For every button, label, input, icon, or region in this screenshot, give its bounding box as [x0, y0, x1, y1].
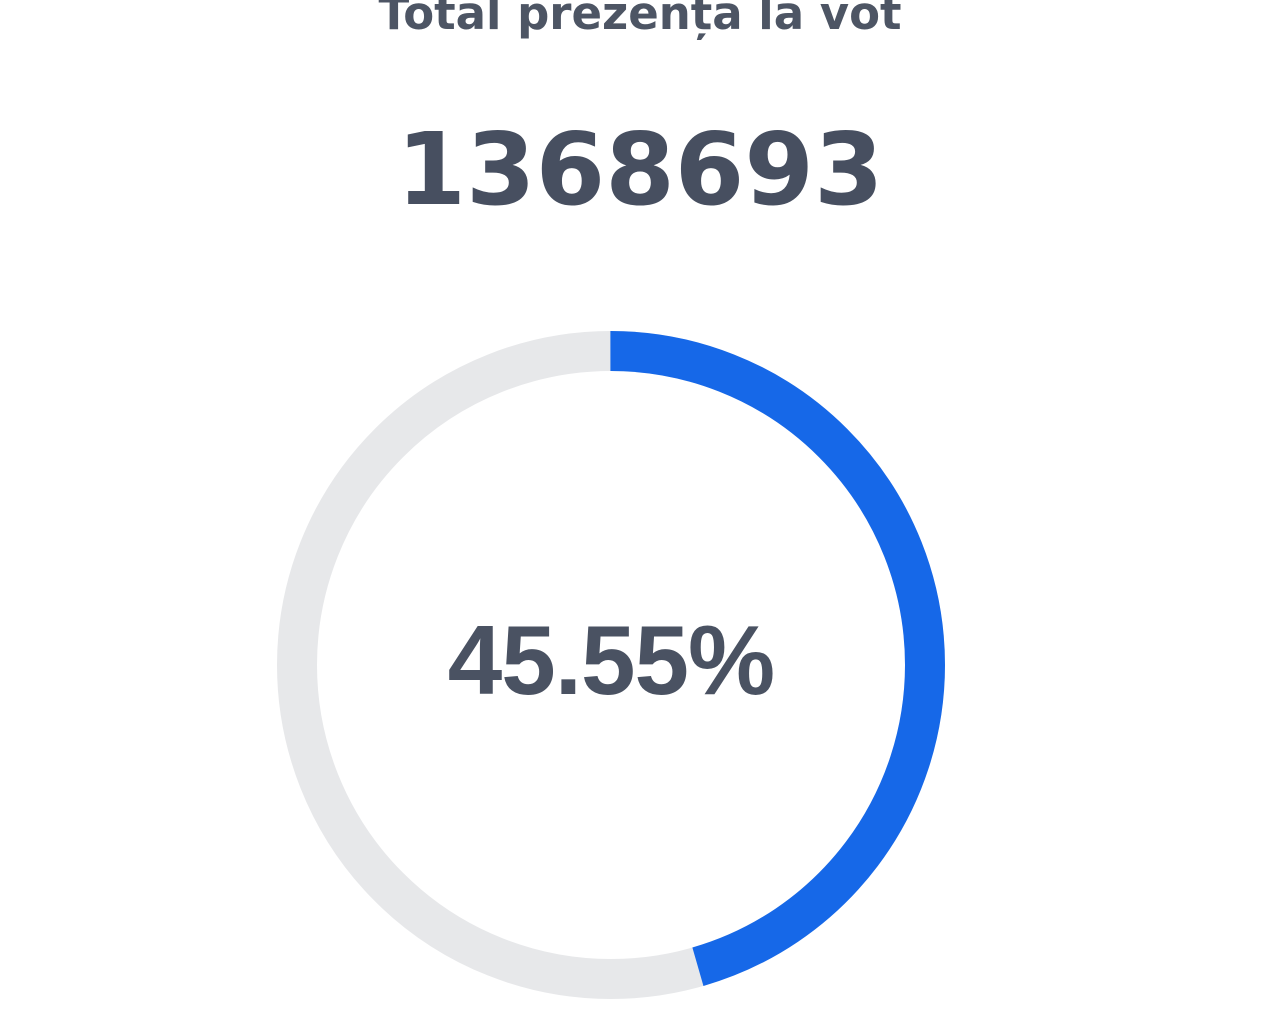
turnout-percentage-value: 45.55%: [447, 604, 775, 715]
donut-svg: [277, 331, 945, 999]
turnout-donut-chart: 45.55%: [277, 331, 945, 999]
turnout-percentage-label: 45.55%: [277, 331, 945, 999]
donut-arc: [277, 331, 945, 999]
total-votes-value: 1368693: [396, 111, 884, 228]
page-title: Total prezența la vot: [378, 0, 902, 40]
